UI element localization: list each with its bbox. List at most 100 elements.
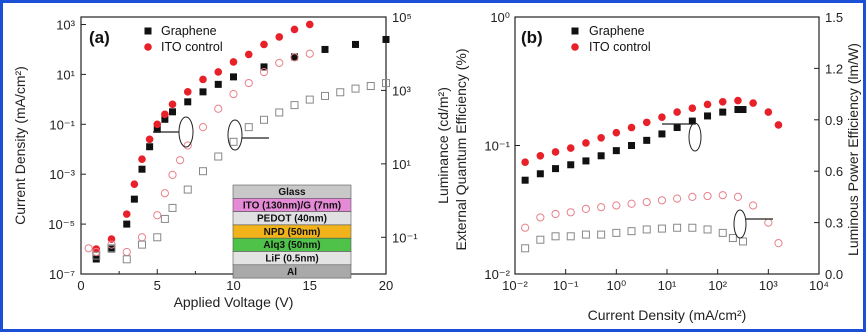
y-axis-label-b: External Quantum Efficiency (%) bbox=[453, 48, 469, 250]
x-tick-label-a: 5 bbox=[154, 278, 161, 293]
data-point-a bbox=[214, 80, 222, 88]
y2-tick-label-b: 0.9 bbox=[825, 113, 843, 128]
data-point-a bbox=[107, 244, 116, 253]
data-point-a bbox=[184, 98, 192, 106]
data-point-a bbox=[275, 58, 284, 67]
data-point-a bbox=[169, 108, 176, 116]
data-point-a bbox=[92, 251, 101, 260]
data-point-a bbox=[183, 88, 192, 96]
data-point-a bbox=[382, 35, 390, 43]
data-point-b bbox=[627, 227, 636, 236]
data-point-a bbox=[366, 82, 375, 91]
data-point-b bbox=[582, 157, 590, 165]
data-point-b bbox=[627, 199, 636, 208]
data-point-b bbox=[688, 192, 697, 201]
data-point-b bbox=[612, 128, 621, 137]
data-point-b bbox=[521, 223, 530, 232]
data-point-a bbox=[305, 49, 314, 58]
data-point-a bbox=[229, 137, 238, 146]
data-point-b bbox=[657, 196, 667, 205]
data-point-a bbox=[291, 53, 298, 61]
data-point-b bbox=[658, 113, 666, 122]
x-tick-label-a: 20 bbox=[379, 278, 393, 293]
annotation-ellipse-b-top bbox=[688, 122, 702, 152]
data-point-b bbox=[658, 130, 666, 138]
chart-canvas: 0 5 10 15 20 10⁻⁷ 10⁻⁵ 10⁻³ 10⁻¹ 10¹ 10³ 10⁻¹ 10¹ 10³… bbox=[12, 10, 861, 323]
data-point-a bbox=[122, 255, 131, 264]
data-point-b bbox=[673, 194, 682, 203]
y2-tick-label-b: 1.2 bbox=[825, 61, 843, 76]
data-point-a bbox=[123, 220, 131, 228]
data-point-a bbox=[214, 104, 223, 113]
data-point-a bbox=[146, 143, 154, 151]
data-point-a bbox=[321, 91, 329, 100]
inset-layer-label: PEDOT (40nm) bbox=[257, 214, 327, 225]
y-tick-label-b: 10⁻² bbox=[484, 267, 510, 282]
data-point-b bbox=[642, 118, 651, 127]
data-point-a bbox=[275, 33, 284, 41]
data-point-b bbox=[566, 144, 575, 152]
data-point-b bbox=[612, 201, 621, 210]
data-point-b bbox=[597, 230, 606, 239]
data-point-a bbox=[137, 233, 147, 242]
data-point-a bbox=[229, 90, 238, 99]
data-point-b bbox=[536, 213, 545, 222]
legend-marker-graphene-b bbox=[571, 27, 579, 35]
data-point-b bbox=[642, 197, 651, 207]
x-tick-label-a: 0 bbox=[77, 278, 84, 293]
data-point-a bbox=[176, 156, 185, 165]
data-point-b bbox=[551, 148, 560, 156]
data-point-a bbox=[275, 108, 284, 117]
data-point-b bbox=[582, 139, 590, 147]
y2-axis-label-a: Luminance (cd/m²) bbox=[435, 87, 451, 204]
data-point-b bbox=[733, 192, 743, 201]
data-point-a bbox=[168, 170, 177, 179]
data-point-b bbox=[728, 234, 737, 243]
data-point-b bbox=[566, 208, 575, 217]
data-point-a bbox=[199, 88, 207, 96]
data-point-a bbox=[260, 40, 268, 49]
y-tick-label-b: 10⁻¹ bbox=[484, 139, 510, 154]
data-point-b bbox=[551, 232, 560, 241]
annotation-ellipse-a-right bbox=[227, 119, 243, 151]
data-point-b bbox=[703, 191, 712, 201]
data-point-b bbox=[536, 170, 544, 178]
panel-label-b: (b) bbox=[521, 28, 543, 47]
data-point-b bbox=[704, 112, 712, 120]
y-tick-label-a: 10³ bbox=[56, 17, 75, 32]
data-point-a bbox=[145, 135, 154, 144]
data-point-a bbox=[290, 53, 299, 62]
data-point-b bbox=[597, 152, 605, 160]
data-point-a bbox=[138, 240, 146, 249]
legend-label-ito-a: ITO control bbox=[161, 40, 223, 54]
data-point-a bbox=[382, 79, 390, 88]
data-point-b bbox=[657, 224, 666, 233]
x-tick-label-b: 10¹ bbox=[658, 278, 677, 293]
legend-label-ito-b: ITO control bbox=[589, 40, 651, 54]
data-point-a bbox=[161, 115, 169, 123]
data-point-b bbox=[536, 235, 545, 244]
legend-label-graphene-a: Graphene bbox=[161, 24, 217, 38]
data-point-a bbox=[290, 101, 299, 110]
data-point-b bbox=[718, 228, 727, 237]
data-point-a bbox=[244, 123, 253, 132]
data-point-b bbox=[597, 133, 605, 142]
data-point-a bbox=[122, 247, 131, 257]
y2-axis-label-b: Luminous Power Efficiency (lm/W) bbox=[845, 43, 861, 256]
data-point-a bbox=[321, 45, 329, 53]
data-point-a bbox=[168, 203, 177, 212]
data-point-b bbox=[673, 124, 681, 132]
data-point-a bbox=[84, 244, 93, 253]
data-point-a bbox=[161, 110, 169, 119]
x-axis-label-a: Applied Voltage (V) bbox=[174, 294, 294, 310]
data-point-b bbox=[749, 201, 758, 210]
data-point-a bbox=[244, 50, 253, 59]
data-point-a bbox=[305, 20, 314, 29]
data-point-b bbox=[749, 99, 757, 107]
data-point-b bbox=[673, 223, 682, 232]
data-point-a bbox=[168, 100, 177, 109]
data-point-a bbox=[153, 120, 162, 129]
data-point-b bbox=[612, 228, 621, 237]
data-point-a bbox=[230, 73, 237, 81]
x-tick-label-b: 10³ bbox=[759, 278, 778, 293]
